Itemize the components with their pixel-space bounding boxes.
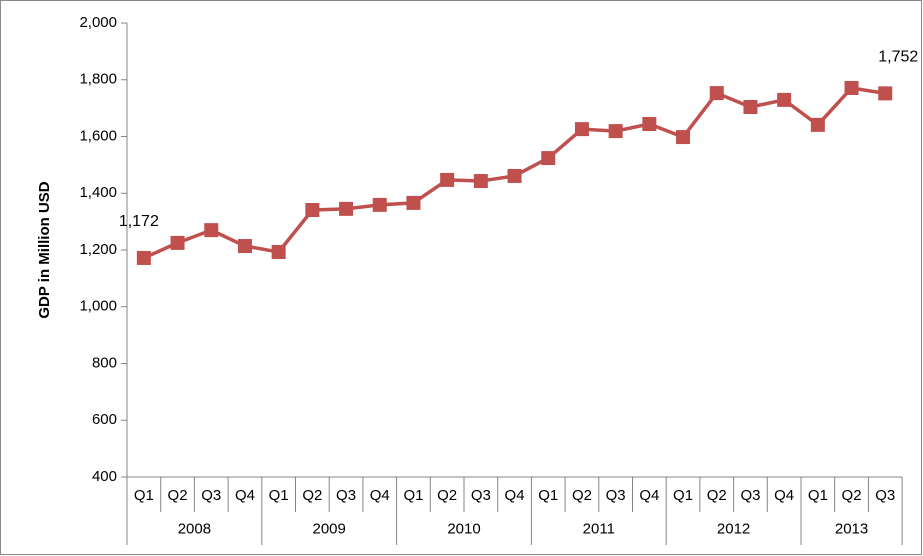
marker — [777, 92, 792, 107]
x-tick-label: Q3 — [336, 487, 356, 504]
y-tick-label: 1,400 — [79, 184, 117, 201]
marker — [608, 124, 623, 139]
marker — [170, 235, 185, 250]
marker — [709, 86, 724, 101]
y-tick-label: 600 — [92, 411, 117, 428]
x-tick-label: Q3 — [875, 487, 895, 504]
x-tick-label: Q2 — [842, 487, 862, 504]
marker — [844, 80, 859, 95]
x-tick-label: Q1 — [403, 487, 423, 504]
x-tick-label: Q3 — [471, 487, 491, 504]
marker — [473, 174, 488, 189]
x-tick-label: Q1 — [134, 487, 154, 504]
x-tick-label: Q2 — [572, 487, 592, 504]
marker — [507, 168, 522, 183]
year-label: 2013 — [835, 520, 868, 537]
marker — [271, 244, 286, 259]
x-tick-label: Q4 — [235, 487, 255, 504]
marker — [810, 117, 825, 132]
y-axis-label: GDP in Million USD — [36, 181, 53, 318]
marker — [372, 197, 387, 212]
marker — [642, 117, 657, 132]
x-tick-label: Q4 — [370, 487, 390, 504]
y-tick-label: 1,000 — [79, 298, 117, 315]
marker — [676, 130, 691, 145]
marker — [878, 86, 893, 101]
y-tick-label: 2,000 — [79, 14, 117, 31]
x-tick-label: Q1 — [673, 487, 693, 504]
year-label: 2012 — [717, 520, 750, 537]
marker — [305, 202, 320, 217]
marker — [541, 151, 556, 166]
marker — [204, 223, 219, 238]
y-tick-label: 1,600 — [79, 127, 117, 144]
y-tick-label: 1,200 — [79, 241, 117, 258]
marker — [136, 250, 151, 265]
marker — [574, 122, 589, 137]
x-tick-label: Q2 — [707, 487, 727, 504]
marker — [743, 99, 758, 114]
data-label: 1,172 — [119, 213, 159, 230]
x-tick-label: Q2 — [302, 487, 322, 504]
y-tick-label: 1,800 — [79, 71, 117, 88]
marker — [406, 195, 421, 210]
year-label: 2011 — [583, 520, 615, 537]
marker — [339, 201, 354, 216]
marker — [237, 239, 252, 254]
x-tick-label: Q2 — [437, 487, 457, 504]
data-label: 1,752 — [878, 49, 918, 66]
x-tick-label: Q3 — [606, 487, 626, 504]
year-label: 2009 — [313, 520, 346, 537]
marker — [440, 172, 455, 187]
y-tick-label: 400 — [92, 468, 117, 485]
x-tick-label: Q4 — [505, 487, 525, 504]
x-tick-label: Q2 — [168, 487, 188, 504]
year-label: 2008 — [178, 520, 211, 537]
x-tick-label: Q4 — [774, 487, 794, 504]
x-tick-label: Q1 — [538, 487, 558, 504]
x-tick-label: Q3 — [201, 487, 221, 504]
x-tick-label: Q1 — [808, 487, 828, 504]
x-tick-label: Q3 — [740, 487, 760, 504]
year-label: 2010 — [447, 520, 480, 537]
x-tick-label: Q4 — [639, 487, 659, 504]
y-tick-label: 800 — [92, 354, 117, 371]
x-tick-label: Q1 — [269, 487, 289, 504]
